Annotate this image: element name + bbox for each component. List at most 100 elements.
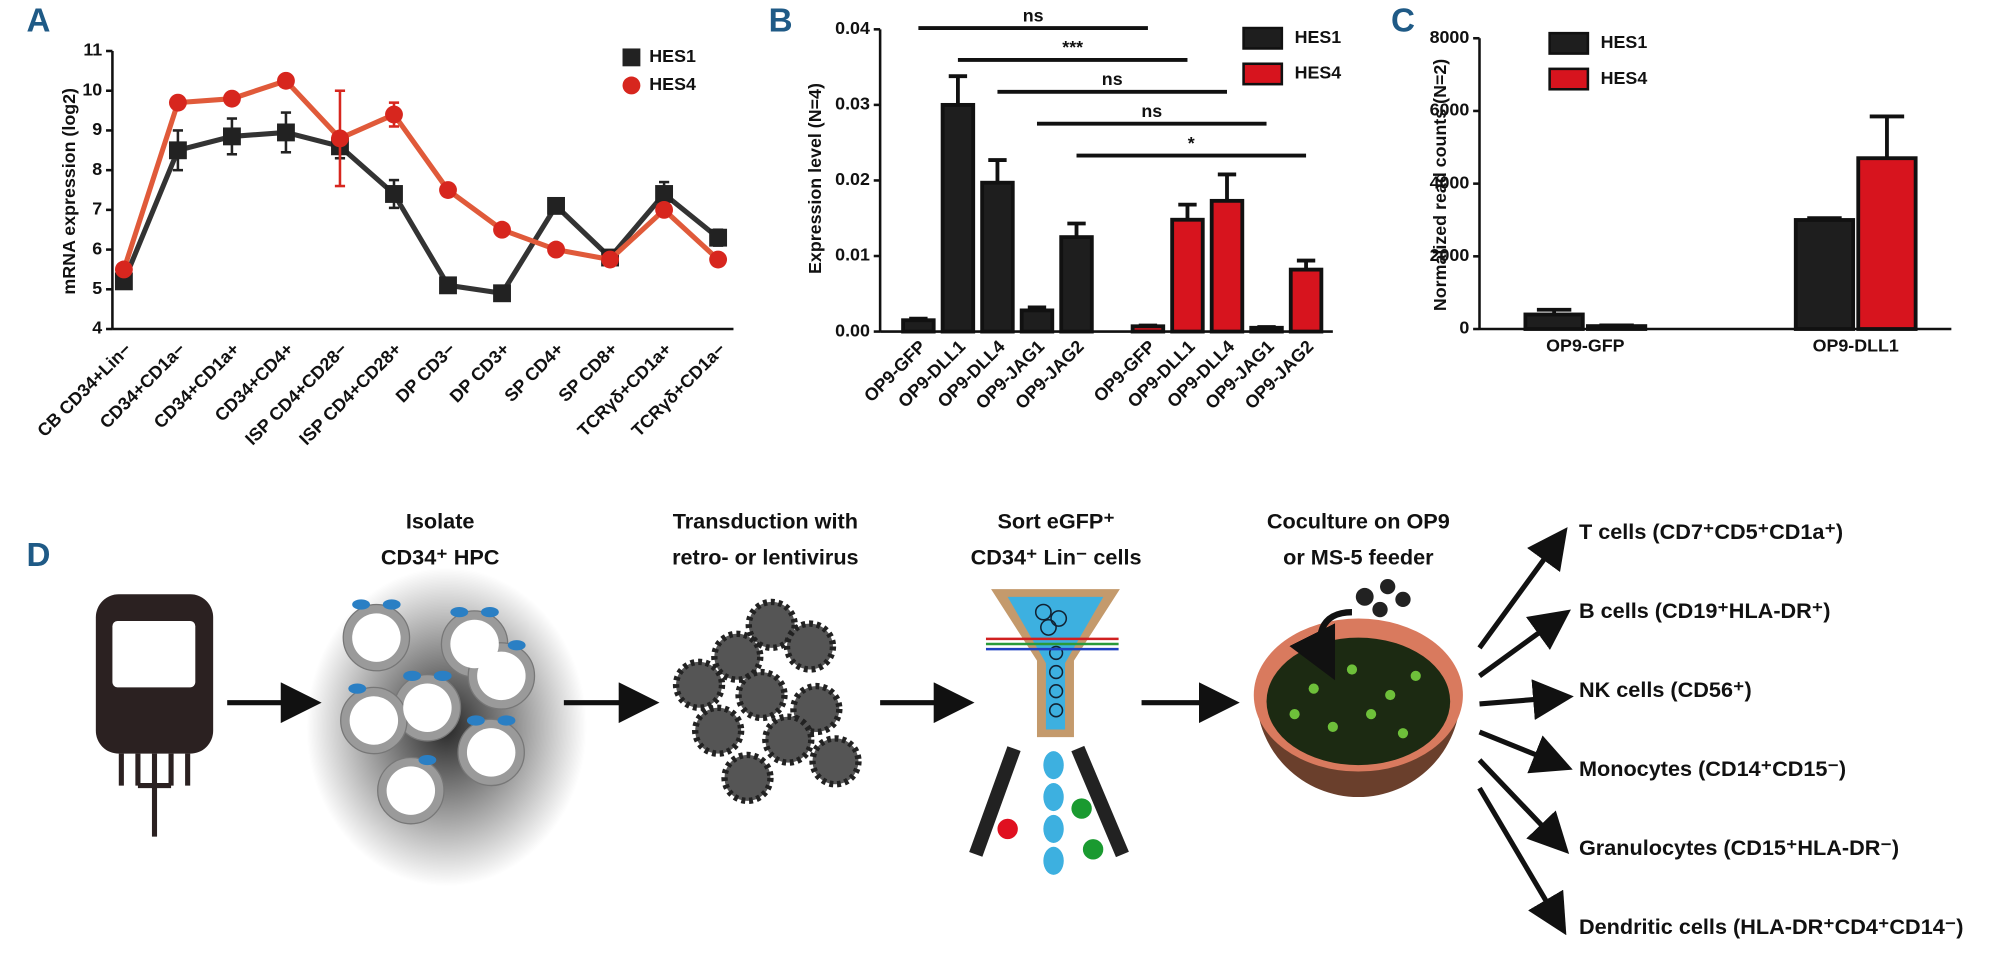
y-tick-label: 0.02: [835, 169, 870, 189]
marker: [601, 250, 620, 269]
bar: [1059, 235, 1094, 334]
bar: [1019, 308, 1055, 334]
marker: [709, 250, 728, 269]
legend-marker: [622, 76, 641, 95]
y-tick-label: 0.01: [835, 245, 870, 265]
legend-label: HES1: [1601, 32, 1648, 52]
marker: [114, 260, 133, 279]
marker: [385, 105, 403, 124]
significance-label: ns: [1102, 69, 1123, 89]
panel-label: D: [26, 537, 50, 574]
y-tick-label: 0.03: [835, 94, 870, 114]
outcome-arrow: [1478, 729, 1573, 774]
y-axis-label: mRNA expression (log2): [59, 88, 79, 295]
y-tick-label: 6000: [1430, 100, 1470, 120]
x-tick-label: ISP CD4+CD28+: [295, 339, 405, 449]
outcome-arrow: [1477, 786, 1567, 936]
bar: [1793, 218, 1856, 331]
diagram-art: [95, 567, 1463, 887]
marker: [709, 228, 728, 247]
x-tick-label: OP9-GFP: [1546, 336, 1624, 356]
step-label: Sort eGFP⁺: [997, 509, 1114, 534]
panel-label: C: [1391, 3, 1415, 40]
marker: [439, 181, 457, 199]
bar: [980, 180, 1015, 334]
legend-label: HES1: [649, 46, 696, 66]
outcome-label: NK cells (CD56⁺): [1579, 677, 1752, 702]
outcome-label: Monocytes (CD14⁺CD15⁻): [1579, 756, 1846, 781]
step-label: Isolate: [406, 509, 475, 534]
y-tick-label: 0: [1459, 318, 1469, 338]
bar: [901, 318, 936, 334]
bar: [1856, 156, 1918, 331]
x-tick-label: DP CD3+: [446, 339, 514, 407]
bar: [1523, 312, 1585, 331]
marker: [223, 127, 241, 146]
marker: [493, 284, 511, 303]
outcome-arrow: [1479, 679, 1574, 720]
y-tick-label: 11: [83, 40, 102, 60]
y-tick-label: 5: [92, 278, 102, 298]
y-tick-label: 0.04: [835, 18, 870, 38]
bar: [1209, 198, 1245, 334]
bar: [1288, 267, 1324, 334]
step-label: Transduction with: [673, 509, 858, 534]
y-tick-label: 7: [92, 199, 102, 219]
marker: [547, 240, 565, 259]
marker: [277, 71, 295, 90]
marker: [493, 220, 511, 239]
x-tick-label: CB CD34+Lin−: [33, 339, 135, 441]
legend-label: HES4: [649, 74, 696, 94]
bar: [1585, 324, 1648, 331]
legend-label: HES4: [1601, 68, 1648, 88]
outcome-label: B cells (CD19⁺HLA-DR⁺): [1579, 598, 1831, 623]
legend-label: HES1: [1295, 27, 1342, 47]
step-label: Coculture on OP9: [1267, 509, 1450, 534]
panel-label: A: [26, 3, 50, 40]
outcome-arrow: [1478, 609, 1571, 678]
marker: [439, 276, 457, 295]
marker: [547, 196, 565, 215]
x-tick-label: TCRγδ+CD1a−: [628, 339, 730, 441]
bar: [1249, 325, 1284, 334]
marker: [168, 141, 187, 160]
legend-swatch: [1242, 26, 1284, 50]
series-line: [121, 129, 720, 297]
marker: [655, 200, 674, 219]
y-axis-label: Expression level (N=4): [805, 83, 825, 274]
y-tick-label: 9: [92, 119, 102, 139]
panel-label: B: [769, 3, 793, 40]
significance-label: *: [1188, 133, 1195, 153]
x-tick-label: TCRγδ+CD1a+: [574, 339, 676, 441]
step-label: or MS-5 feeder: [1283, 544, 1434, 569]
y-axis-label: Normalized read counts (N=2): [1430, 59, 1450, 311]
bar: [1130, 324, 1166, 334]
legend-swatch: [1548, 31, 1590, 55]
step-label: CD34⁺ HPC: [381, 544, 500, 569]
significance-label: ***: [1062, 37, 1083, 57]
marker: [331, 129, 349, 148]
outcome-label: Dendritic cells (HLA-DR⁺CD4⁺CD14⁻): [1579, 914, 1963, 939]
step-label: CD34⁺ Lin⁻ cells: [971, 544, 1142, 569]
marker: [385, 185, 403, 203]
outcome-label: Granulocytes (CD15⁺HLA-DR⁻): [1579, 835, 1899, 860]
legend-swatch: [1242, 62, 1284, 86]
y-tick-label: 4: [92, 318, 102, 338]
significance-label: ns: [1141, 101, 1162, 121]
y-tick-label: 0.00: [835, 320, 870, 340]
legend-swatch: [1548, 67, 1590, 91]
legend-marker: [622, 48, 641, 67]
step-label: retro- or lentivirus: [672, 544, 859, 569]
y-tick-label: 8000: [1430, 27, 1470, 47]
legend-label: HES4: [1295, 63, 1342, 83]
y-tick-label: 6: [92, 238, 102, 258]
outcome-arrow: [1477, 758, 1570, 855]
outcome-label: T cells (CD7⁺CD5⁺CD1a⁺): [1579, 519, 1843, 544]
marker: [168, 93, 187, 112]
x-tick-label: OP9-DLL1: [1813, 336, 1899, 356]
marker: [277, 123, 295, 142]
marker: [223, 89, 241, 108]
outcome-arrow: [1477, 527, 1568, 650]
y-tick-label: 8: [92, 159, 102, 179]
